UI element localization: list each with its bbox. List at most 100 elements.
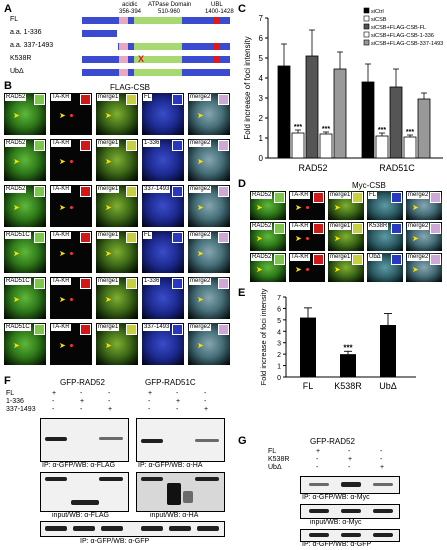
- ubl-range: 1400-1428: [205, 9, 234, 15]
- b-image-caption: TA-KR: [51, 232, 71, 239]
- c-legend-swatch: [363, 39, 370, 46]
- damage-focus-dot: [70, 114, 73, 117]
- b-image-r3-c4: 337-1493: [142, 185, 184, 227]
- b-inset: [126, 232, 137, 243]
- panel-f-right-title: GFP-RAD51C: [145, 378, 196, 387]
- c-y-tick-label: 6: [259, 34, 264, 43]
- d-image-r3-c5: merge2 ➤: [406, 253, 442, 282]
- b-image-caption: RAD52: [5, 140, 27, 147]
- b-inset: [80, 324, 91, 335]
- b-image-caption: TA-KR: [51, 140, 71, 147]
- c-legend-label: siCSB+FLAG-CSB-337-1493: [371, 41, 443, 47]
- arrow-icon: ➤: [412, 202, 419, 212]
- d-inset: [391, 192, 402, 203]
- panel-f-left-title: GFP-RAD52: [60, 378, 105, 387]
- panel-f-right-input-label: input/WB: α-HA: [150, 512, 199, 519]
- panel-g-row-label-fl: FL: [268, 448, 277, 455]
- c-category-label: RAD51C: [379, 163, 415, 173]
- c-legend-swatch: [363, 7, 370, 14]
- b-image-r5-c1: RAD51C ➤: [4, 277, 46, 319]
- arrow-icon: ➤: [59, 203, 66, 212]
- acidic-range: 356-394: [119, 9, 142, 15]
- panel-f-left-input-label: input/WB: α-FLAG: [52, 512, 109, 519]
- b-image-caption: FL: [143, 94, 153, 101]
- b-inset: [126, 324, 137, 335]
- d-image-r2-c5: merge2 ➤: [406, 222, 442, 251]
- b-image-caption: TA-KR: [51, 186, 71, 193]
- damage-focus-dot: [70, 252, 73, 255]
- damage-focus-dot: [70, 206, 73, 209]
- f-left-sign: -: [52, 406, 55, 413]
- b-image-r5-c5: merge2 ➤: [188, 277, 230, 319]
- g-sign: -: [380, 456, 383, 463]
- b-inset: [218, 140, 229, 151]
- b-image-caption: merge1: [97, 140, 120, 147]
- c-y-tick-label: 4: [259, 74, 264, 83]
- panel-label-e: E: [238, 287, 246, 299]
- panel-label-g: G: [238, 435, 247, 447]
- e-bar: [340, 354, 356, 377]
- arrow-icon: ➤: [412, 264, 419, 274]
- panel-f-left-ip-label: IP: α-GFP/WB: α-FLAG: [42, 462, 116, 469]
- d-inset: [313, 223, 324, 234]
- damage-focus-dot: [70, 160, 73, 163]
- b-image-caption: TA-KR: [51, 324, 71, 331]
- arrow-icon: ➤: [105, 341, 112, 350]
- panel-f-left-ip-blot: [40, 418, 129, 462]
- d-inset: [274, 254, 285, 265]
- e-y-tick-label: 7: [277, 295, 281, 302]
- b-image-r2-c4: 1-336: [142, 139, 184, 181]
- arrow-icon: ➤: [334, 202, 341, 212]
- panel-g-input-label: input/WB: α-Myc: [310, 519, 362, 526]
- panel-g-bottom-label: IP: α-GFP/WB: α-GFP: [302, 541, 372, 548]
- panel-a-domain-diagram: acidic 356-394 ATPase Domain 510-960 UBL…: [0, 0, 235, 78]
- damage-focus-dot: [70, 344, 73, 347]
- d-image-r2-c1: RAD52 ➤: [250, 222, 286, 251]
- c-bar: [389, 86, 403, 159]
- c-significance-mark: ***: [406, 129, 414, 136]
- c-y-tick-label: 3: [259, 94, 264, 103]
- e-y-tick-label: 2: [277, 352, 281, 359]
- b-image-r6-c5: merge2 ➤: [188, 323, 230, 365]
- b-inset: [34, 232, 45, 243]
- d-image-r1-c2: TA-KR ➤: [289, 191, 325, 220]
- b-image-caption: RAD51C: [5, 278, 31, 285]
- b-image-caption: merge2: [189, 186, 212, 193]
- construct-label-fl: FL: [10, 16, 19, 23]
- construct-label-1-336: a.a. 1-336: [10, 29, 42, 36]
- d-image-r3-c3: merge1 ➤: [328, 253, 364, 282]
- b-image-r5-c2: TA-KR ➤: [50, 277, 92, 319]
- panel-g-western-blots: GFP-RAD52 FL K538R UbΔ + - - - + - - - + IP: α-G…: [238, 435, 447, 550]
- panel-b-header: FLAG-CSB: [110, 83, 151, 92]
- arrow-icon: ➤: [59, 157, 66, 166]
- panel-g-ip-label: IP: α-GFP/WB: α-Myc: [302, 494, 370, 501]
- panel-f-row-label-fl: FL: [6, 390, 15, 397]
- b-inset: [172, 278, 183, 289]
- f-right-sign: -: [176, 406, 179, 413]
- c-legend-swatch: [363, 23, 370, 30]
- g-sign: -: [380, 448, 383, 455]
- b-image-r2-c3: merge1 ➤: [96, 139, 138, 181]
- d-image-caption: TA-KR: [290, 254, 310, 261]
- b-inset: [126, 140, 137, 151]
- d-image-caption: UbΔ: [368, 254, 382, 261]
- c-legend-swatch: [363, 15, 370, 22]
- panel-d-header: Myc-CSB: [352, 181, 386, 190]
- arrow-icon: ➤: [105, 295, 112, 304]
- b-inset: [80, 232, 91, 243]
- panel-f-gfp-blot: [40, 521, 225, 537]
- construct-label-k538r: K538R: [10, 55, 32, 62]
- f-right-sign: +: [176, 398, 181, 405]
- d-image-caption: TA-KR: [290, 192, 310, 199]
- panel-g-input-blot: [300, 504, 400, 519]
- panel-g-title: GFP-RAD52: [310, 437, 355, 446]
- b-image-caption: merge1: [97, 94, 120, 101]
- atpase-range: 510-960: [158, 9, 181, 15]
- construct-bar-k538r: X: [82, 54, 230, 64]
- e-y-tick-label: 4: [277, 329, 281, 336]
- d-image-r3-c1: RAD52 ➤: [250, 253, 286, 282]
- f-right-sign: -: [176, 390, 179, 397]
- panel-g-row-label-ubdelta: UbΔ: [268, 464, 282, 471]
- e-bar: [300, 317, 316, 377]
- g-sign: +: [316, 448, 321, 455]
